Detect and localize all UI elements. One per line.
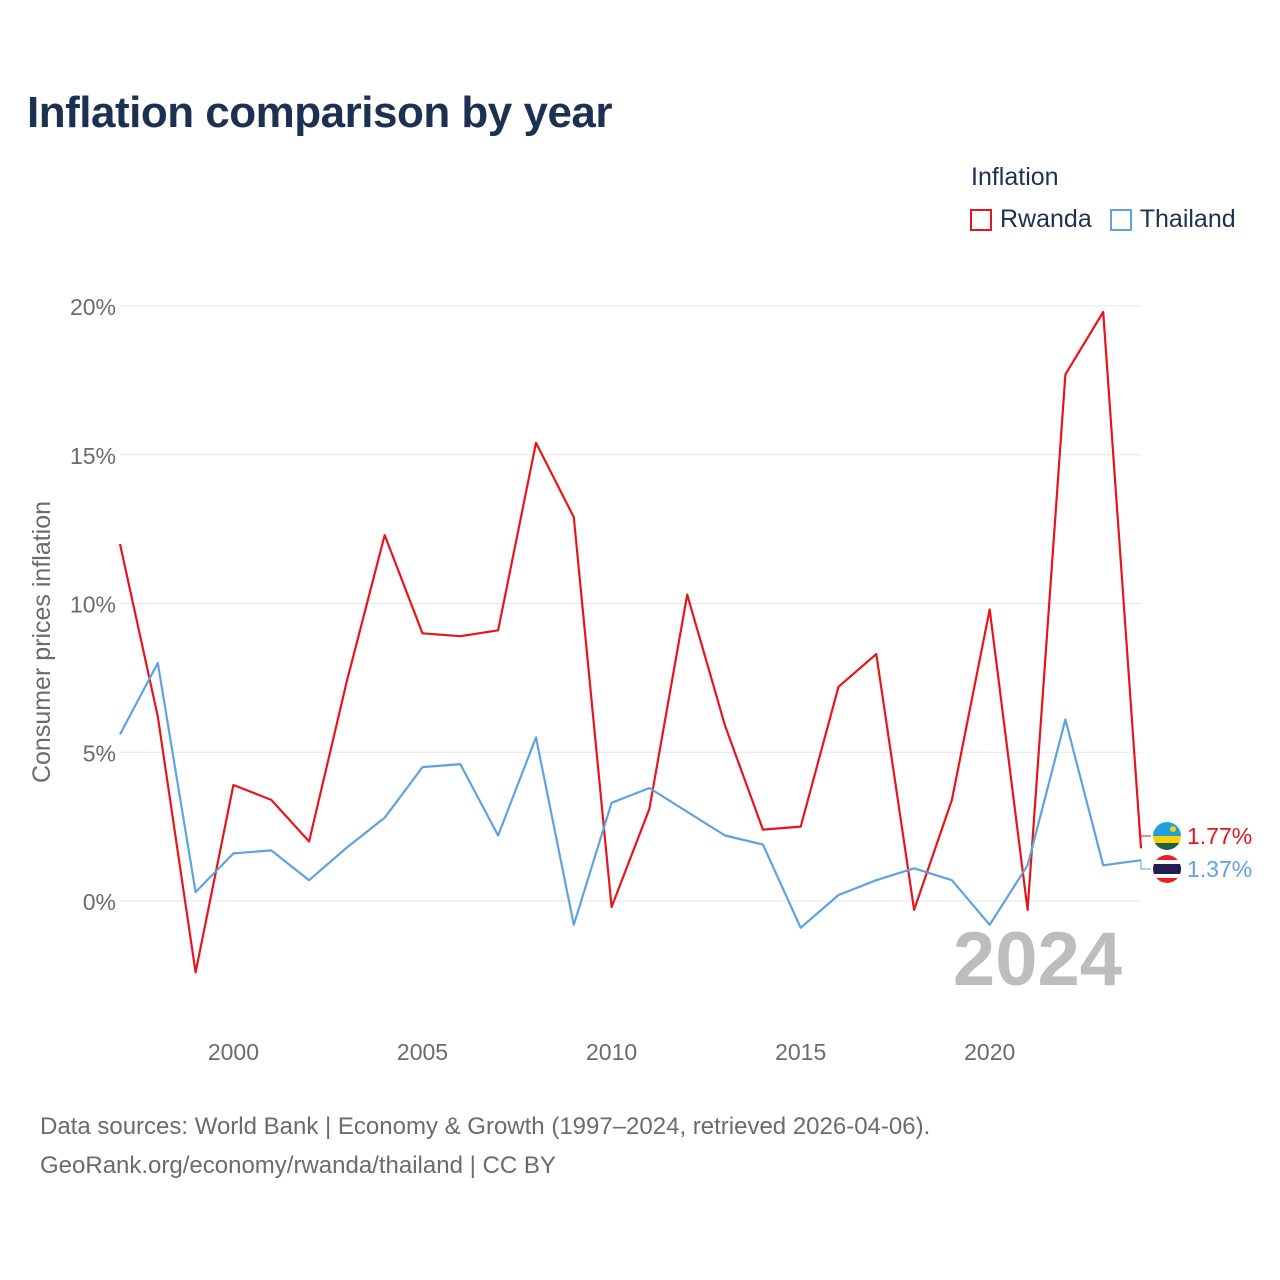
end-connector-rwanda (1140, 835, 1151, 849)
legend-swatch-thailand (1109, 208, 1132, 231)
y-tick-label: 20% (70, 294, 116, 320)
source-note: Data sources: World Bank | Economy & Gro… (40, 1107, 930, 1185)
chart-title: Inflation comparison by year (27, 88, 613, 137)
x-tick-label: 2020 (964, 1039, 1015, 1065)
y-axis-label: Consumer prices inflation (28, 501, 56, 783)
end-label-rwanda: 1.77% (1187, 823, 1252, 849)
y-tick-label: 0% (83, 889, 116, 915)
x-tick-label: 2010 (586, 1039, 637, 1065)
gridlines (120, 305, 1141, 902)
x-tick-label: 2015 (775, 1039, 826, 1065)
end-flags (1153, 822, 1181, 883)
y-axis-ticks: 0% 5% 10% 15% 20% (70, 294, 116, 915)
x-tick-label: 2000 (208, 1039, 259, 1065)
y-tick-label: 15% (70, 443, 116, 469)
end-value-labels: 1.77% 1.37% (1140, 823, 1252, 882)
series-line-rwanda (118, 310, 1143, 974)
legend-swatch-rwanda (970, 208, 992, 231)
source-line-1: Data sources: World Bank | Economy & Gro… (40, 1113, 931, 1140)
legend-item-rwanda[interactable]: Rwanda (970, 205, 1092, 234)
legend: Rwanda Thailand (970, 205, 1254, 234)
x-axis-ticks: 2000 2005 2010 2015 2020 (208, 1039, 1015, 1065)
year-watermark: 2024 (953, 917, 1122, 1002)
rwanda-flag-icon (1153, 822, 1181, 850)
legend-label-rwanda: Rwanda (1000, 205, 1092, 233)
end-connector-thailand (1140, 860, 1151, 870)
y-tick-label: 10% (70, 592, 116, 618)
y-tick-label: 5% (83, 740, 116, 766)
thailand-flag-icon (1153, 855, 1181, 883)
legend-label-thailand: Thailand (1139, 205, 1236, 233)
end-label-thailand: 1.37% (1187, 856, 1252, 882)
x-tick-label: 2005 (397, 1039, 448, 1065)
series-lines (118, 310, 1143, 974)
legend-item-thailand[interactable]: Thailand (1109, 205, 1236, 234)
source-line-2: GeoRank.org/economy/rwanda/thailand | CC… (40, 1152, 556, 1179)
series-line-thailand (119, 661, 1142, 929)
legend-title: Inflation (971, 163, 1059, 191)
